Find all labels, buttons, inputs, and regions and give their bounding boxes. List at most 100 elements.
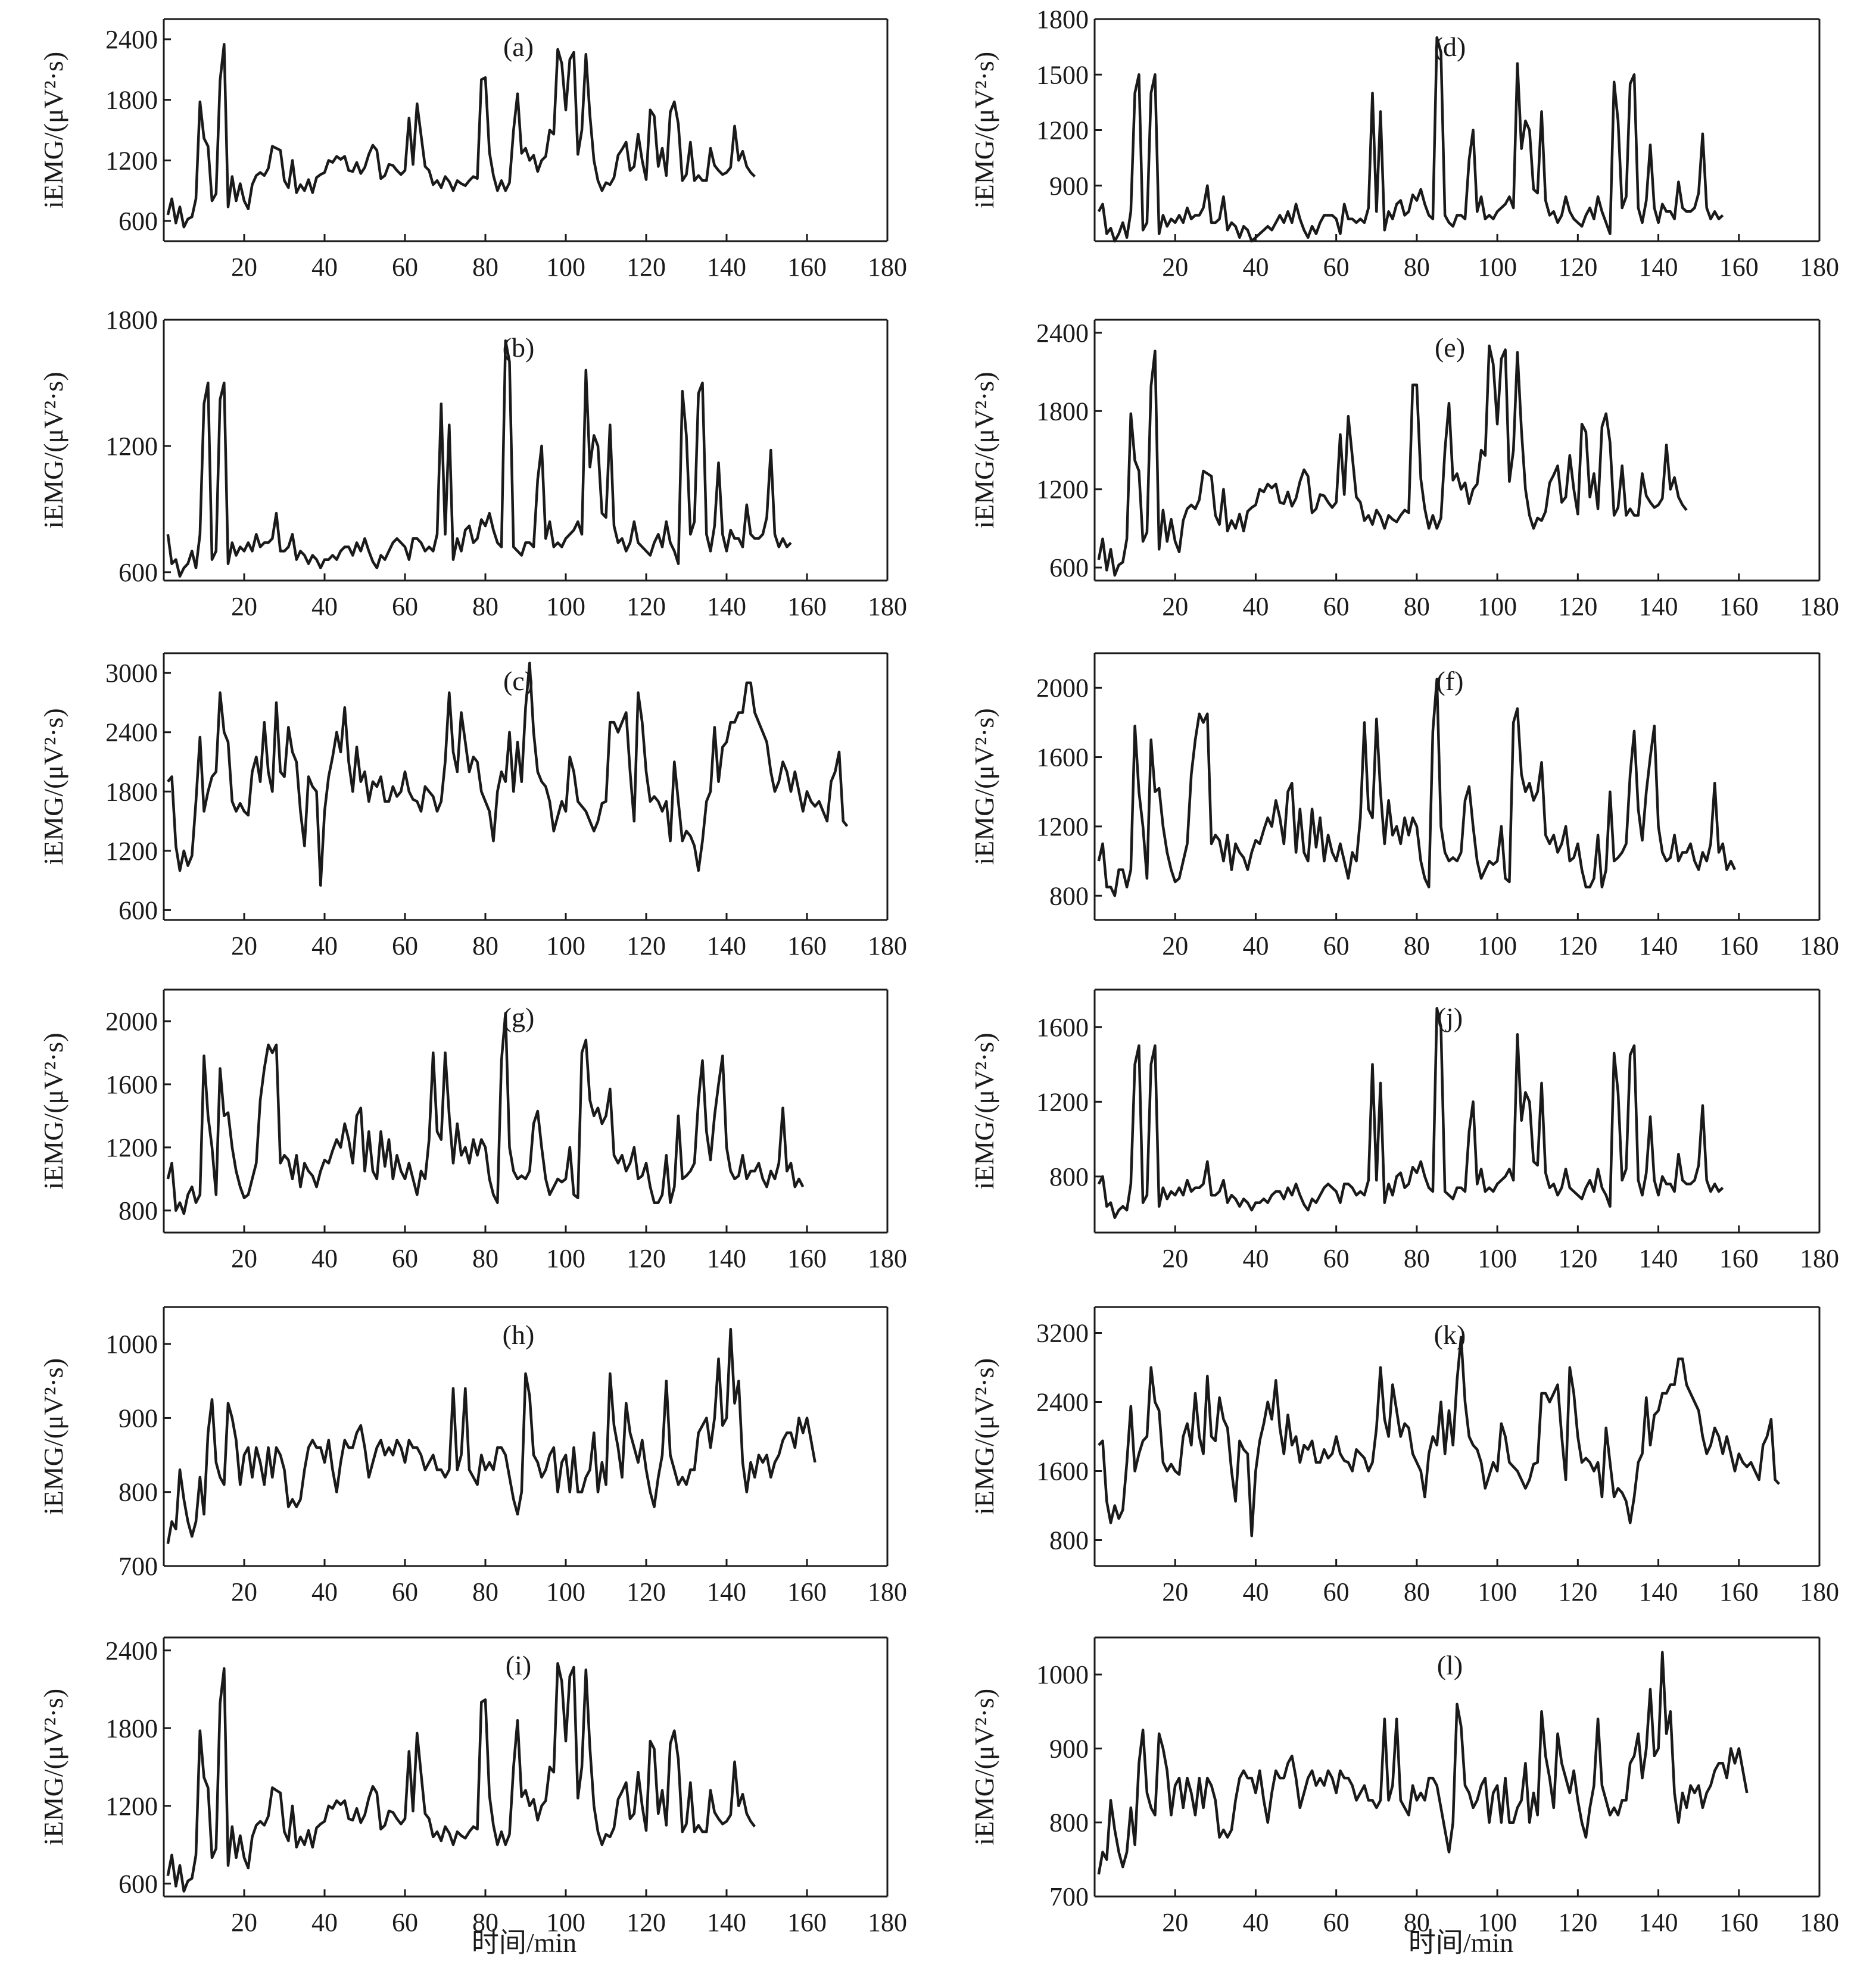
x-tick-label: 100 <box>546 931 585 960</box>
x-tick-label: 20 <box>1162 931 1188 960</box>
x-tick-label: 120 <box>1558 592 1597 621</box>
panel-label: (e) <box>1435 332 1465 363</box>
x-tick-label: 20 <box>231 252 257 282</box>
series-line <box>1097 1007 1724 1219</box>
y-tick-label: 1800 <box>105 777 158 806</box>
y-axis-label: iEMG/(μV²·s) <box>38 1033 68 1189</box>
y-tick-label: 600 <box>119 1869 158 1898</box>
x-tick-label: 60 <box>392 592 418 621</box>
series-line <box>1097 678 1737 897</box>
x-tick-label: 120 <box>1558 1908 1597 1937</box>
y-tick-label: 1200 <box>105 146 158 175</box>
series-line <box>166 1012 805 1215</box>
chart-panel: 20 40 60 80 100 120 140 160 180 700 800 900 1000 iEMG… <box>38 1306 907 1607</box>
y-tick-label: 1200 <box>105 432 158 461</box>
x-tick-label: 120 <box>627 1244 666 1273</box>
x-tick-label: 100 <box>1478 1908 1517 1937</box>
x-tick-label: 160 <box>787 931 827 960</box>
x-tick-label: 160 <box>787 592 827 621</box>
panel-label: (f) <box>1436 666 1464 696</box>
chart-panel: 20 40 60 80 100 120 140 160 180 900 1200 1500 1800 iE… <box>969 5 1839 282</box>
y-axis-label: iEMG/(μV²·s) <box>969 52 999 208</box>
y-tick-label: 800 <box>119 1478 158 1507</box>
y-tick-label: 700 <box>1049 1882 1089 1911</box>
y-tick-label: 2000 <box>105 1007 158 1036</box>
x-axis-title-right: 时间/min <box>1408 1927 1513 1958</box>
x-tick-label: 120 <box>627 252 666 282</box>
x-tick-label: 100 <box>1478 252 1517 282</box>
y-tick-label: 1200 <box>105 1133 158 1162</box>
x-tick-label: 60 <box>392 252 418 282</box>
x-tick-label: 20 <box>231 1908 257 1937</box>
x-tick-label: 180 <box>868 1244 907 1273</box>
y-tick-label: 1800 <box>1036 5 1089 34</box>
y-tick-label: 800 <box>1049 881 1089 910</box>
x-tick-label: 180 <box>868 1908 907 1937</box>
x-tick-label: 160 <box>787 252 827 282</box>
x-tick-label: 20 <box>231 931 257 960</box>
x-tick-label: 100 <box>546 1244 585 1273</box>
x-tick-label: 140 <box>707 592 746 621</box>
x-tick-label: 180 <box>1800 931 1839 960</box>
x-tick-label: 80 <box>1404 1577 1430 1607</box>
x-tick-label: 20 <box>1162 592 1188 621</box>
x-tick-label: 100 <box>1478 1577 1517 1607</box>
y-tick-label: 900 <box>1049 1734 1089 1763</box>
y-tick-label: 800 <box>1049 1808 1089 1838</box>
series-line <box>1097 344 1688 577</box>
x-tick-label: 140 <box>1639 252 1678 282</box>
y-tick-label: 1600 <box>105 1070 158 1099</box>
x-tick-label: 60 <box>392 931 418 960</box>
y-tick-label: 1800 <box>105 305 158 335</box>
panel-label: (i) <box>506 1650 531 1680</box>
y-tick-label: 2400 <box>1036 319 1089 348</box>
x-tick-label: 180 <box>868 592 907 621</box>
x-tick-label: 160 <box>1719 1908 1759 1937</box>
x-tick-label: 120 <box>627 592 666 621</box>
y-axis-label: iEMG/(μV²·s) <box>38 1689 68 1845</box>
chart-panel: 20 40 60 80 100 120 140 160 180 600 1200 1800 iEMG/(… <box>38 305 907 621</box>
x-tick-label: 60 <box>392 1908 418 1937</box>
x-tick-label: 140 <box>707 931 746 960</box>
x-tick-label: 160 <box>1719 1244 1759 1273</box>
panel-label: (g) <box>503 1002 535 1033</box>
x-tick-label: 100 <box>546 1577 585 1607</box>
x-tick-label: 160 <box>787 1577 827 1607</box>
x-tick-label: 100 <box>546 252 585 282</box>
x-tick-label: 60 <box>1323 1908 1350 1937</box>
y-tick-label: 600 <box>119 207 158 236</box>
x-tick-label: 60 <box>392 1244 418 1273</box>
y-tick-label: 1500 <box>1036 60 1089 89</box>
chart-panel: 20 40 60 80 100 120 140 160 180 800 1200 1600 2000 iE… <box>38 988 907 1273</box>
y-tick-label: 1200 <box>1036 475 1089 504</box>
y-axis-label: iEMG/(μV²·s) <box>969 1689 999 1845</box>
x-tick-label: 120 <box>1558 1577 1597 1607</box>
x-tick-label: 80 <box>472 1908 498 1937</box>
x-tick-label: 120 <box>627 1577 666 1607</box>
x-tick-label: 140 <box>1639 1908 1678 1937</box>
x-tick-label: 80 <box>472 252 498 282</box>
y-tick-label: 900 <box>1049 171 1089 201</box>
x-tick-label: 40 <box>1242 1577 1269 1607</box>
x-tick-label: 100 <box>546 1908 585 1937</box>
y-tick-label: 700 <box>119 1552 158 1581</box>
x-tick-label: 60 <box>1323 252 1350 282</box>
x-tick-label: 40 <box>311 252 338 282</box>
chart-panel: 20 40 60 80 100 120 140 160 180 800 1200 1600 iEMG/(… <box>969 988 1839 1273</box>
y-tick-label: 1200 <box>1036 812 1089 841</box>
x-tick-label: 40 <box>311 1244 338 1273</box>
x-tick-label: 80 <box>472 931 498 960</box>
x-tick-label: 40 <box>1242 931 1269 960</box>
y-tick-label: 800 <box>119 1196 158 1225</box>
y-tick-label: 1000 <box>1036 1660 1089 1689</box>
x-tick-label: 140 <box>1639 592 1678 621</box>
y-axis-label: iEMG/(μV²·s) <box>969 372 999 528</box>
chart-panel: 20 40 60 80 100 120 140 160 180 700 800 900 1000 iEMG… <box>969 1636 1839 1937</box>
x-tick-label: 60 <box>1323 1577 1350 1607</box>
series-line <box>166 1328 817 1545</box>
chart-panel: 20 40 60 80 100 120 140 160 180 800 1600 2400 3200 iE… <box>969 1306 1839 1607</box>
y-tick-label: 600 <box>119 896 158 925</box>
y-tick-label: 3000 <box>105 659 158 688</box>
x-tick-label: 60 <box>1323 931 1350 960</box>
y-axis-label: iEMG/(μV²·s) <box>969 708 999 865</box>
